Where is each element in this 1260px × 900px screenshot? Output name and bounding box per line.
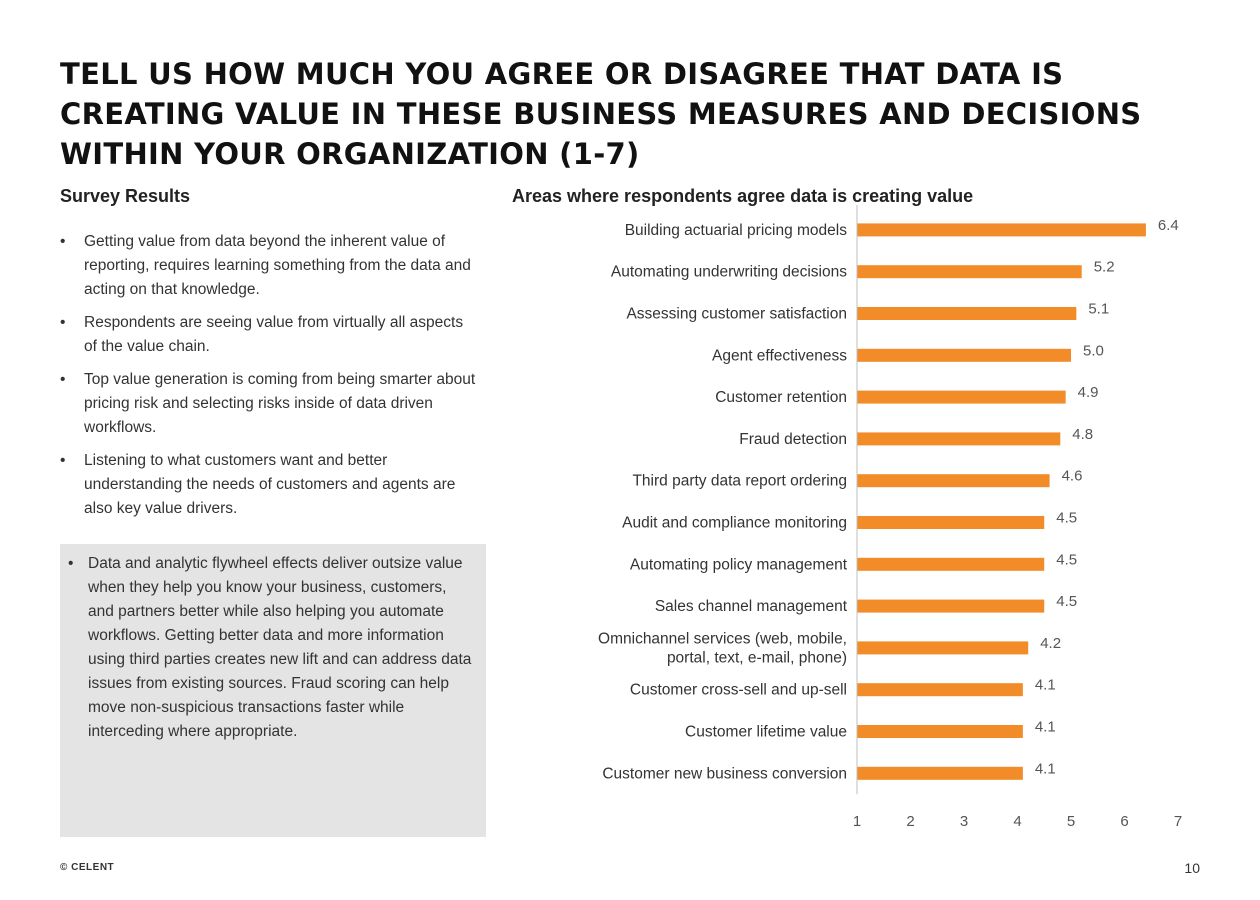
category-label: Assessing customer satisfaction bbox=[626, 306, 847, 323]
bar bbox=[857, 265, 1082, 278]
x-tick-label: 3 bbox=[960, 813, 968, 830]
page-title: TELL US HOW MUCH YOU AGREE OR DISAGREE T… bbox=[60, 54, 1210, 174]
category-label: Customer lifetime value bbox=[685, 724, 847, 741]
bar-chart: 6.4 Building actuarial pricing models 5.2 A… bbox=[500, 205, 1200, 840]
bar-value-label: 4.5 bbox=[1056, 510, 1077, 527]
category-label: Customer cross-sell and up-sell bbox=[630, 682, 847, 699]
bar bbox=[857, 725, 1023, 738]
survey-bullet: Listening to what customers want and bet… bbox=[60, 449, 480, 521]
category-label: Automating underwriting decisions bbox=[611, 264, 847, 281]
category-label: Automating policy management bbox=[630, 556, 848, 573]
bar-value-label: 4.5 bbox=[1056, 551, 1077, 568]
x-tick-label: 6 bbox=[1120, 813, 1128, 830]
callout-text: Data and analytic flywheel effects deliv… bbox=[68, 552, 476, 744]
bar bbox=[857, 683, 1023, 696]
bar bbox=[857, 558, 1044, 571]
bar bbox=[857, 349, 1071, 362]
x-tick-label: 5 bbox=[1067, 813, 1075, 830]
survey-bullet: Getting value from data beyond the inher… bbox=[60, 230, 480, 302]
bar bbox=[857, 767, 1023, 780]
category-label: Building actuarial pricing models bbox=[625, 222, 848, 239]
bar bbox=[857, 600, 1044, 613]
bar-value-label: 5.0 bbox=[1083, 342, 1104, 359]
category-label: Sales channel management bbox=[655, 598, 848, 615]
category-label: Fraud detection bbox=[739, 431, 847, 448]
bar-value-label: 4.9 bbox=[1078, 384, 1099, 401]
survey-results-heading: Survey Results bbox=[60, 186, 190, 207]
bar bbox=[857, 474, 1050, 487]
page-number: 10 bbox=[1184, 860, 1200, 876]
bar-value-label: 4.1 bbox=[1035, 760, 1056, 777]
category-label: Omnichannel services (web, mobile, portal… bbox=[598, 630, 847, 666]
bar bbox=[857, 641, 1028, 654]
survey-bullet: Respondents are seeing value from virtua… bbox=[60, 311, 480, 359]
x-tick-label: 1 bbox=[853, 813, 861, 830]
bar bbox=[857, 223, 1146, 236]
x-tick-label: 7 bbox=[1174, 813, 1182, 830]
bar bbox=[857, 391, 1066, 404]
bar-value-label: 6.4 bbox=[1158, 217, 1179, 234]
survey-bullet: Top value generation is coming from bein… bbox=[60, 368, 480, 440]
bar-value-label: 4.1 bbox=[1035, 677, 1056, 694]
category-label: Customer retention bbox=[715, 389, 847, 406]
category-label: Audit and compliance monitoring bbox=[622, 515, 847, 532]
copyright-text: © CELENT bbox=[60, 862, 114, 873]
bar-value-label: 5.1 bbox=[1088, 301, 1109, 318]
bar-value-label: 4.6 bbox=[1062, 468, 1083, 485]
bar-value-label: 4.2 bbox=[1040, 635, 1061, 652]
bar-value-label: 4.5 bbox=[1056, 593, 1077, 610]
chart-title: Areas where respondents agree data is cr… bbox=[512, 186, 973, 207]
category-label: Third party data report ordering bbox=[632, 473, 847, 490]
bar bbox=[857, 432, 1060, 445]
bar-value-label: 5.2 bbox=[1094, 259, 1115, 276]
callout-box: Data and analytic flywheel effects deliv… bbox=[60, 544, 486, 837]
x-tick-label: 4 bbox=[1013, 813, 1021, 830]
bar bbox=[857, 516, 1044, 529]
survey-bullet-list: Getting value from data beyond the inher… bbox=[60, 230, 480, 530]
category-label: Agent effectiveness bbox=[712, 347, 847, 364]
bar bbox=[857, 307, 1076, 320]
bar-value-label: 4.8 bbox=[1072, 426, 1093, 443]
bar-value-label: 4.1 bbox=[1035, 719, 1056, 736]
category-label: Customer new business conversion bbox=[602, 765, 847, 782]
x-tick-label: 2 bbox=[906, 813, 914, 830]
